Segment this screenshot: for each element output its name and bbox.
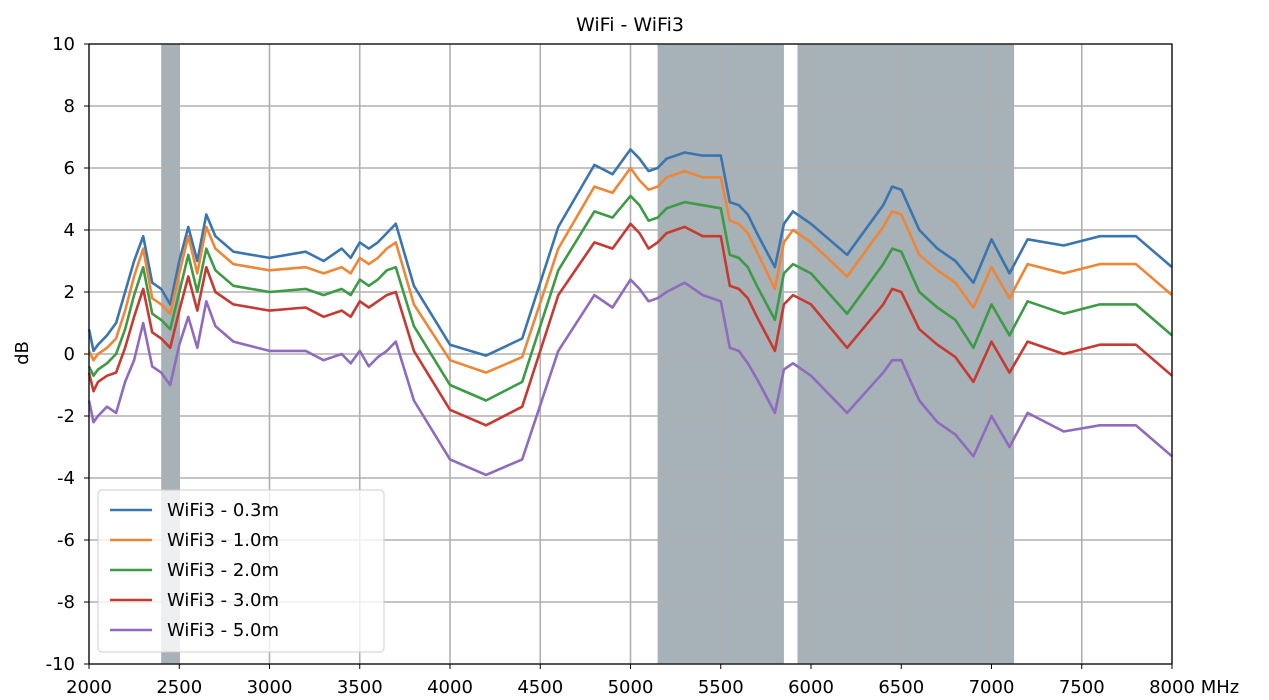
legend: WiFi3 - 0.3m WiFi3 - 1.0m WiFi3 - 2.0m WiFi…: [97, 489, 385, 653]
x-tick-label: 4500: [517, 677, 563, 698]
legend-label-4: WiFi3 - 3.0m: [167, 590, 279, 611]
x-tick-label: 8000: [1149, 677, 1195, 698]
series-line-4: [87, 222, 1173, 427]
series-line-2: [87, 166, 1173, 374]
x-axis-unit: MHz: [1201, 677, 1240, 698]
legend-label-1: WiFi3 - 0.3m: [167, 500, 279, 521]
x-tick-label: 2000: [66, 677, 112, 698]
legend-label-5: WiFi3 - 5.0m: [167, 620, 279, 641]
y-tick-label: -10: [46, 654, 75, 675]
x-tick-label: 6000: [788, 677, 834, 698]
legend-box: [97, 489, 385, 653]
x-tick-label: 7500: [1059, 677, 1105, 698]
series-line-1: [87, 148, 1173, 357]
y-tick-label: 4: [64, 220, 75, 241]
chart-title: WiFi - WiFi3: [576, 14, 684, 36]
legend-label-3: WiFi3 - 2.0m: [167, 560, 279, 581]
y-tick-label: 0: [64, 344, 75, 365]
y-tick-label: -2: [57, 406, 75, 427]
series-line-3: [87, 194, 1173, 402]
y-tick-label: -6: [57, 530, 75, 551]
x-axis-ticks: 2000 2500 3000 3500 4000 4500 5000 5500 6000 6500…: [66, 664, 1195, 698]
legend-items: WiFi3 - 0.3m WiFi3 - 1.0m WiFi3 - 2.0m WiFi…: [110, 500, 279, 641]
y-axis-ticks: -10 -8 -6 -4 -2 0 2 4 6 8 10: [46, 34, 89, 675]
x-tick-label: 5500: [698, 677, 744, 698]
series-lines: [87, 148, 1173, 477]
y-tick-label: 8: [64, 96, 75, 117]
y-tick-label: -4: [57, 468, 75, 489]
y-tick-label: -8: [57, 592, 75, 613]
series-line-5: [87, 278, 1173, 477]
y-tick-label: 6: [64, 158, 75, 179]
x-tick-label: 4000: [427, 677, 473, 698]
legend-label-2: WiFi3 - 1.0m: [167, 530, 279, 551]
y-axis-label: dB: [12, 341, 33, 365]
y-tick-label: 2: [64, 282, 75, 303]
x-tick-label: 7000: [969, 677, 1015, 698]
x-tick-label: 5000: [608, 677, 654, 698]
y-tick-label: 10: [52, 34, 75, 55]
x-tick-label: 3500: [337, 677, 383, 698]
x-tick-label: 3000: [247, 677, 293, 698]
x-tick-label: 6500: [878, 677, 924, 698]
x-tick-label: 2500: [156, 677, 202, 698]
